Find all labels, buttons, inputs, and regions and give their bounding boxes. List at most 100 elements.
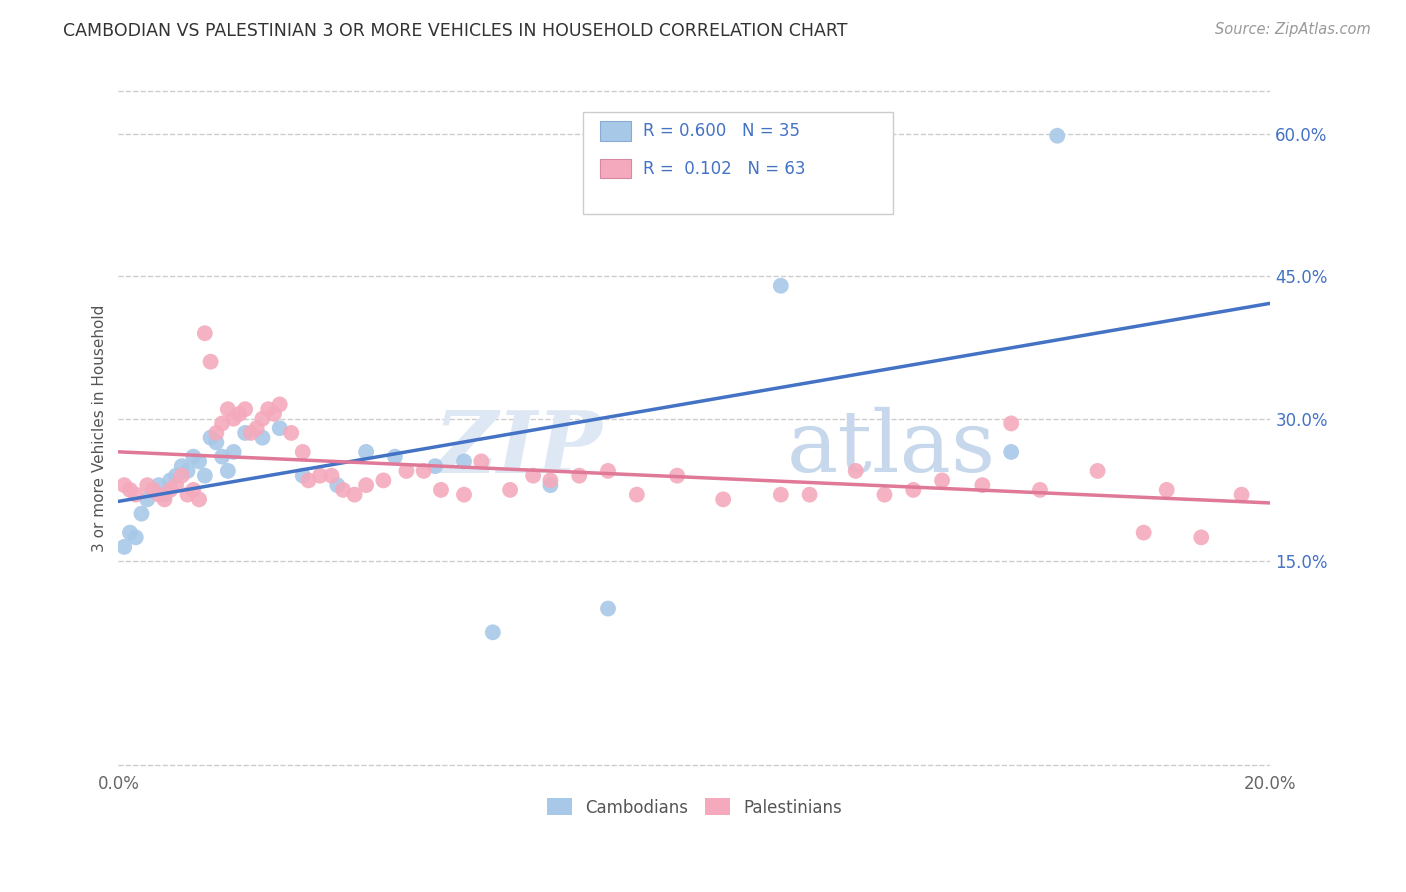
Point <box>136 492 159 507</box>
Point <box>159 474 181 488</box>
Point <box>170 468 193 483</box>
Point <box>1029 483 1052 497</box>
Point <box>1000 417 1022 431</box>
Point <box>373 474 395 488</box>
Point <box>499 483 522 497</box>
Point <box>395 464 418 478</box>
Point <box>181 450 204 464</box>
Point <box>291 468 314 483</box>
Point <box>354 478 377 492</box>
Point <box>291 445 314 459</box>
Text: Source: ZipAtlas.com: Source: ZipAtlas.com <box>1215 22 1371 37</box>
Point <box>222 445 245 459</box>
Point <box>1046 128 1069 143</box>
Point <box>233 425 256 440</box>
Point <box>118 483 141 497</box>
Point <box>425 459 447 474</box>
Point <box>153 488 176 502</box>
Point <box>269 421 291 435</box>
Point <box>112 478 135 492</box>
Point <box>125 530 148 544</box>
Point <box>176 488 198 502</box>
Point <box>453 454 475 468</box>
Point <box>136 478 159 492</box>
Point <box>176 464 198 478</box>
Point <box>711 492 734 507</box>
Point <box>903 483 925 497</box>
Point <box>799 488 821 502</box>
Point <box>430 483 453 497</box>
Point <box>309 468 332 483</box>
Point <box>666 468 689 483</box>
Point <box>217 402 239 417</box>
Legend: Cambodians, Palestinians: Cambodians, Palestinians <box>540 792 849 823</box>
Point <box>142 483 165 497</box>
Point <box>873 488 896 502</box>
Point <box>412 464 434 478</box>
Point <box>112 540 135 554</box>
Point <box>165 478 187 492</box>
Text: CAMBODIAN VS PALESTINIAN 3 OR MORE VEHICLES IN HOUSEHOLD CORRELATION CHART: CAMBODIAN VS PALESTINIAN 3 OR MORE VEHIC… <box>63 22 848 40</box>
Point <box>125 488 148 502</box>
Point <box>142 483 165 497</box>
Point <box>269 397 291 411</box>
Point <box>118 525 141 540</box>
Point <box>181 483 204 497</box>
Point <box>211 417 233 431</box>
Point <box>188 454 211 468</box>
Point <box>972 478 994 492</box>
Point <box>200 431 222 445</box>
Point <box>148 478 170 492</box>
Point <box>1000 445 1022 459</box>
Point <box>1189 530 1212 544</box>
Point <box>239 425 262 440</box>
Point <box>1132 525 1154 540</box>
Point <box>194 326 217 341</box>
Point <box>205 435 228 450</box>
Point <box>384 450 406 464</box>
Point <box>165 468 187 483</box>
Point <box>297 474 319 488</box>
Point <box>148 488 170 502</box>
Point <box>453 488 475 502</box>
Text: R = 0.600   N = 35: R = 0.600 N = 35 <box>643 122 800 140</box>
Point <box>217 464 239 478</box>
Point <box>1087 464 1109 478</box>
Point <box>252 411 274 425</box>
Point <box>931 474 953 488</box>
Point <box>194 468 217 483</box>
Point <box>596 601 619 615</box>
Point <box>626 488 648 502</box>
Point <box>263 407 285 421</box>
Point <box>1156 483 1178 497</box>
Text: atlas: atlas <box>786 407 995 491</box>
Point <box>769 278 792 293</box>
Point <box>470 454 492 468</box>
Point <box>280 425 302 440</box>
Point <box>222 411 245 425</box>
Point <box>200 355 222 369</box>
Point <box>188 492 211 507</box>
Text: ZIP: ZIP <box>434 407 602 491</box>
Point <box>538 474 561 488</box>
Point <box>257 402 280 417</box>
Point <box>326 478 349 492</box>
Point <box>596 464 619 478</box>
Point <box>131 507 153 521</box>
Point <box>252 431 274 445</box>
Point <box>354 445 377 459</box>
Point <box>568 468 591 483</box>
Point <box>845 464 868 478</box>
Point <box>205 425 228 440</box>
Point <box>482 625 505 640</box>
Point <box>228 407 250 421</box>
Point <box>1230 488 1253 502</box>
Point <box>159 483 181 497</box>
Point <box>211 450 233 464</box>
Point <box>538 478 561 492</box>
Point <box>233 402 256 417</box>
Point <box>246 421 269 435</box>
Point <box>170 459 193 474</box>
Point <box>343 488 366 502</box>
Point <box>332 483 354 497</box>
